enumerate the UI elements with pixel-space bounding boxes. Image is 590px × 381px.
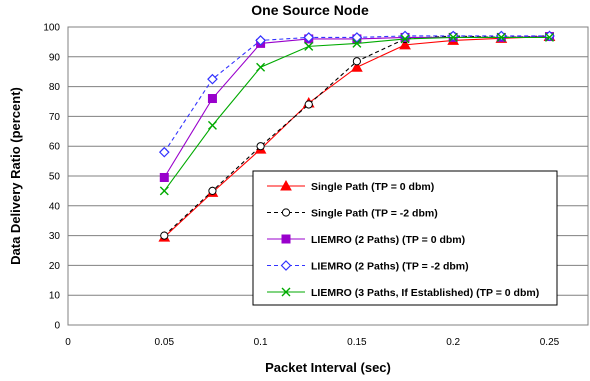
data-point	[304, 41, 314, 51]
data-point	[159, 186, 169, 196]
series-3	[159, 32, 554, 182]
data-point	[303, 32, 315, 43]
legend-marker	[280, 260, 292, 271]
y-tick-label: 70	[49, 112, 61, 123]
x-tick-label: 0.15	[347, 337, 367, 348]
data-point	[207, 120, 217, 130]
legend-item: LIEMRO (2 Paths) (TP = 0 dbm)	[267, 234, 465, 246]
y-tick-label: 90	[49, 52, 61, 63]
data-point	[399, 38, 411, 50]
series-line	[163, 35, 550, 153]
data-point	[448, 32, 458, 42]
y-tick-label: 0	[54, 321, 60, 332]
y-tick-label: 40	[49, 201, 61, 212]
chart-title: One Source Node	[251, 2, 369, 18]
data-point	[304, 100, 313, 109]
x-tick-label: 0.1	[254, 337, 268, 348]
series-5	[159, 32, 554, 196]
legend-marker	[280, 179, 292, 191]
x-tick-label: 0.25	[540, 337, 560, 348]
legend-label: Single Path (TP = -2 dbm)	[311, 208, 438, 220]
legend-item: LIEMRO (3 Paths, If Established) (TP = 0…	[267, 287, 539, 299]
y-tick-label: 50	[49, 172, 61, 183]
data-point	[159, 172, 169, 182]
y-tick-label: 20	[49, 261, 61, 272]
legend-marker	[281, 208, 291, 217]
data-point	[544, 32, 554, 42]
series-4	[158, 30, 555, 158]
legend-marker	[281, 287, 291, 297]
y-axis-ticks: 0 10 20 30 40 50 60 70 80 90 100	[43, 23, 60, 332]
plot-area	[67, 26, 589, 326]
legend-item: LIEMRO (2 Paths) (TP = -2 dbm)	[267, 260, 469, 273]
data-point	[255, 35, 266, 46]
data-point	[352, 38, 362, 48]
series-layer	[158, 30, 556, 242]
y-tick-label: 100	[43, 23, 60, 34]
data-point	[496, 32, 506, 42]
x-tick-label: 0.2	[446, 337, 460, 348]
legend-marker	[281, 234, 291, 244]
data-point	[256, 62, 266, 72]
data-point	[351, 32, 363, 43]
legend-item: Single Path (TP = 0 dbm)	[267, 179, 434, 193]
x-tick-label: 0.05	[155, 337, 175, 348]
x-axis-title: Packet Interval (sec)	[265, 360, 391, 375]
legend: Single Path (TP = 0 dbm) Single Path (TP …	[252, 170, 558, 306]
data-point	[158, 146, 170, 158]
data-point	[399, 30, 411, 42]
data-point	[207, 73, 218, 85]
legend-box	[252, 170, 558, 306]
x-axis-ticks: 0 0.05 0.1 0.15 0.2 0.25	[65, 337, 559, 348]
y-tick-label: 10	[49, 291, 61, 302]
legend-label: Single Path (TP = 0 dbm)	[311, 181, 434, 193]
x-tick-label: 0	[65, 337, 71, 348]
y-tick-label: 80	[49, 82, 61, 93]
data-point	[208, 186, 217, 195]
data-point	[207, 94, 217, 104]
y-axis-title: Data Delivery Ratio (percent)	[8, 87, 23, 265]
data-point	[160, 231, 169, 240]
legend-item: Single Path (TP = -2 dbm)	[267, 208, 438, 220]
y-tick-label: 30	[49, 231, 61, 242]
data-point	[351, 61, 363, 72]
legend-label: LIEMRO (3 Paths, If Established) (TP = 0…	[311, 287, 539, 299]
y-tick-label: 60	[49, 142, 61, 153]
data-point	[256, 142, 265, 151]
data-point	[400, 34, 410, 44]
legend-label: LIEMRO (2 Paths) (TP = 0 dbm)	[311, 234, 465, 246]
data-point	[352, 57, 361, 66]
legend-label: LIEMRO (2 Paths) (TP = -2 dbm)	[311, 261, 469, 273]
